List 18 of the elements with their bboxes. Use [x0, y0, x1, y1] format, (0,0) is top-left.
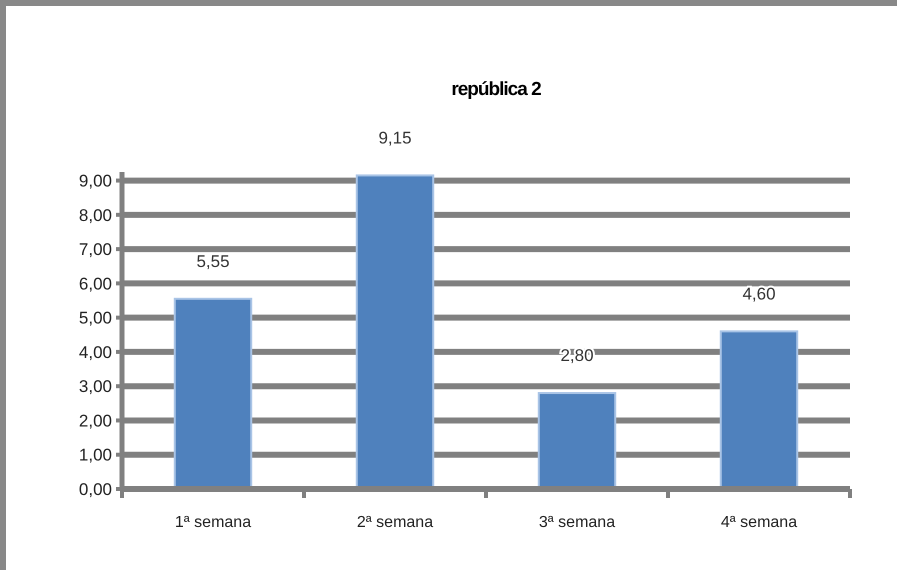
y-tick-label: 0,00	[78, 480, 112, 499]
y-tick-label: 6,00	[78, 274, 112, 294]
y-tick-label: 3,00	[78, 377, 112, 396]
x-tick-label: 2ª semana	[356, 514, 434, 531]
y-tick-label: 5,00	[78, 308, 112, 328]
y-tick-label: 4,00	[78, 342, 112, 362]
y-tick-label: 8,00	[78, 206, 112, 225]
chart-title: república 2	[451, 79, 542, 100]
x-tick-label: 4ª semana	[720, 514, 798, 531]
y-tick-label: 2,00	[78, 411, 112, 430]
data-label: 4,60	[742, 284, 776, 304]
y-tick-label: 7,00	[78, 240, 112, 260]
data-label: 5,55	[196, 252, 230, 271]
data-label: 9,15	[378, 128, 412, 148]
x-tick-label: 3ª semana	[538, 514, 616, 531]
y-tick-label: 1,00	[78, 446, 112, 465]
x-tick-label: 1ª semana	[174, 514, 252, 531]
y-tick-label: 9,00	[78, 172, 112, 191]
